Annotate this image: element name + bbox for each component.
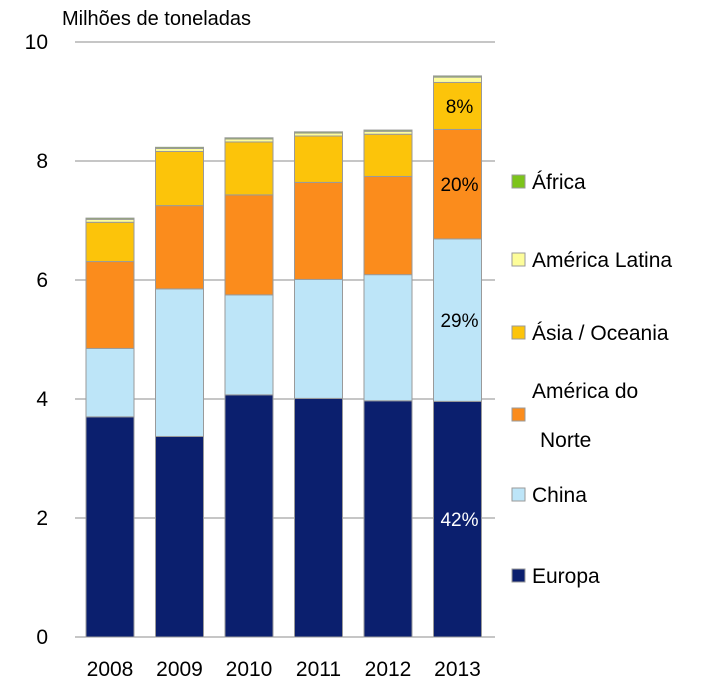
legend-swatch <box>511 487 526 502</box>
bar-segment <box>294 135 343 183</box>
bar-segment <box>363 129 413 132</box>
legend-item: China <box>511 484 587 507</box>
bar-segment <box>85 261 135 349</box>
bar-segment <box>155 205 204 290</box>
bar-stack-2010 <box>224 137 274 638</box>
x-tick-label: 2009 <box>156 658 203 681</box>
bars <box>85 75 482 638</box>
bar-segment <box>155 146 204 150</box>
bar-segment <box>294 131 343 134</box>
bar-segment <box>294 181 343 280</box>
y-tick-label: 6 <box>36 269 48 292</box>
legend-label: Ásia / Oceania <box>532 322 669 345</box>
bar-stack-2009 <box>155 146 204 638</box>
bar-segment <box>155 435 204 638</box>
legend-label: África <box>532 171 586 194</box>
legend-item: Europa <box>511 565 600 588</box>
bar-segment <box>433 75 482 78</box>
x-tick-label: 2010 <box>226 658 273 681</box>
gridlines <box>75 41 495 638</box>
legend-swatch <box>511 325 526 340</box>
legend-swatch <box>511 174 526 189</box>
data-labels: 42% 29% 20% 8% <box>440 97 478 531</box>
legend-item: América do Norte <box>511 380 638 452</box>
x-tick-label: 2012 <box>365 658 412 681</box>
bar-segment <box>363 175 413 276</box>
bar-stack-2012 <box>363 129 413 638</box>
bar-segment <box>85 416 135 638</box>
y-tick-labels: 0 2 4 6 8 10 <box>25 31 49 649</box>
y-tick-label: 0 <box>36 626 48 649</box>
bar-segment <box>224 194 274 296</box>
data-label: 29% <box>440 311 478 332</box>
legend-item: Ásia / Oceania <box>511 322 669 345</box>
legend-swatch <box>511 568 526 583</box>
bar-segment <box>155 150 204 207</box>
bar-segment <box>294 278 343 399</box>
x-tick-labels: 2008 2009 2010 2011 2012 2013 <box>87 658 481 681</box>
bar-segment <box>433 400 482 638</box>
bar-segment <box>433 81 482 130</box>
bar-stack-2011 <box>294 131 343 638</box>
bar-segment <box>433 76 482 83</box>
data-label: 20% <box>440 175 478 196</box>
x-tick-label: 2013 <box>434 658 481 681</box>
legend-item: África <box>511 171 586 194</box>
legend-label: América do Norte <box>532 380 638 452</box>
legend-label: China <box>532 484 587 507</box>
bar-segment <box>363 400 413 638</box>
bar-segment <box>155 288 204 437</box>
bar-segment <box>363 133 413 177</box>
bar-stack-2008 <box>85 217 135 638</box>
data-label: 8% <box>446 97 474 118</box>
x-tick-label: 2008 <box>87 658 134 681</box>
bar-segment <box>224 394 274 638</box>
bar-segment <box>433 238 482 402</box>
bar-segment <box>85 347 135 418</box>
bar-stack-2013 <box>433 75 482 638</box>
legend-swatch <box>511 252 526 267</box>
bar-segment <box>433 128 482 240</box>
bar-segment <box>294 397 343 638</box>
y-tick-label: 10 <box>25 31 48 54</box>
bar-segment <box>363 274 413 402</box>
legend-item: América Latina <box>511 249 672 272</box>
legend: África América Latina Ásia / Oceania Améric… <box>511 171 672 588</box>
bar-segment <box>85 221 135 263</box>
legend-label: América Latina <box>532 249 672 272</box>
bar-segment <box>224 137 274 140</box>
x-tick-label: 2011 <box>296 658 341 681</box>
bar-segment <box>224 141 274 196</box>
y-tick-label: 4 <box>36 388 48 411</box>
y-axis-title: Milhões de toneladas <box>62 8 251 30</box>
data-label: 42% <box>440 510 478 531</box>
y-tick-label: 8 <box>36 150 48 173</box>
y-tick-label: 2 <box>36 507 48 530</box>
bar-segment <box>224 294 274 396</box>
legend-swatch <box>511 407 526 422</box>
legend-label: Europa <box>532 565 600 588</box>
bar-segment <box>85 217 135 220</box>
